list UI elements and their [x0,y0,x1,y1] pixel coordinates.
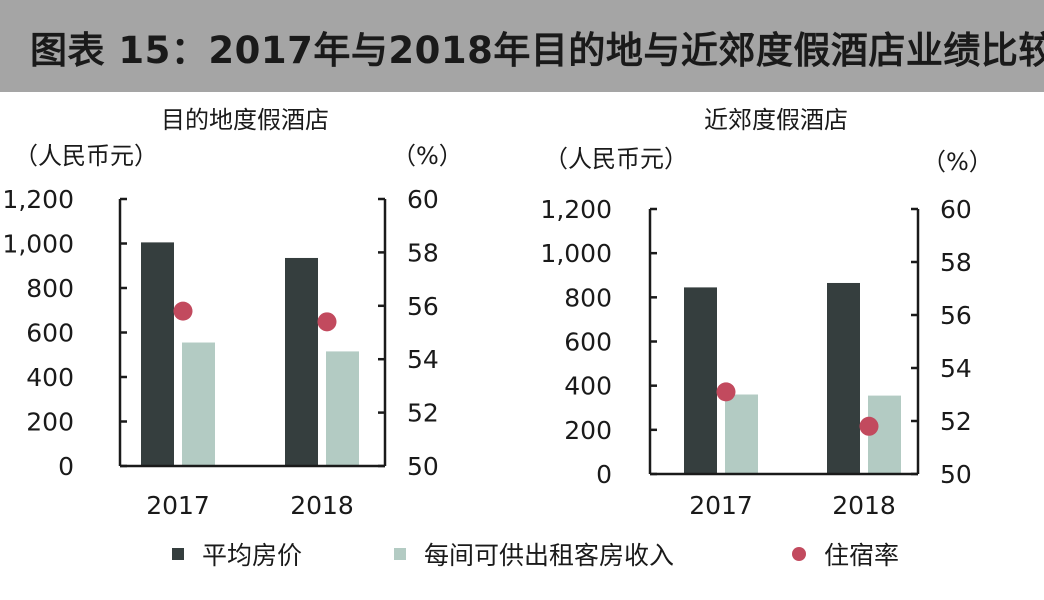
chart1-right-tick-label: 56 [407,292,439,321]
chart1-bar-revpar-2017 [182,342,215,466]
legend-swatch-revpar [394,548,406,560]
chart1-right-tick-label: 50 [407,452,439,481]
chart1-right-tick-label: 60 [407,185,439,214]
chart2-left-axis-label: （人民币元） [544,145,688,173]
chart2-left-tick-label: 800 [564,283,612,312]
chart2-left-tick-label: 1,200 [540,195,612,224]
chart2-bar-adr-2018 [827,282,860,474]
chart2-right-tick-label: 60 [940,195,972,224]
chart1-left-tick-label: 800 [26,274,74,303]
chart1-left-axis-label: （人民币元） [14,142,158,170]
chart1-right-tick-label: 54 [407,345,439,374]
chart1-right-tick-label: 52 [407,399,439,428]
report-header: 图表 15：2017年与2018年目的地与近郊度假酒店业绩比较 [0,0,1044,92]
legend-item-revpar: 每间可供出租客房收入 [394,537,674,571]
chart1-category-label-2017: 2017 [146,491,210,520]
chart2-left-tick-label: 200 [564,416,612,445]
chart2-left-tick-label: 600 [564,328,612,357]
chart1-left-tick-label: 0 [58,452,74,481]
figure-title: 图表 15：2017年与2018年目的地与近郊度假酒店业绩比较 [30,29,1044,72]
legend-dot-occupancy [792,547,806,561]
chart2-right-tick-label: 50 [940,460,972,489]
chart1-bar-adr-2017 [141,242,174,466]
legend-label-occupancy: 住宿率 [824,541,900,570]
chart1-left-tick-label: 400 [26,363,74,392]
chart2-right-tick-label: 58 [940,248,972,277]
chart1-left-tick-label: 1,000 [2,230,74,259]
chart1-bar-adr-2018 [285,257,318,466]
chart1-category-label-2018: 2018 [290,491,354,520]
legend-swatch-adr [172,548,184,560]
chart1-right-axis-label: （%） [392,142,463,170]
chart1-point-occupancy-2018 [317,312,337,332]
chart1-right-tick-label: 58 [407,238,439,267]
chart2-right-axis-label: （%） [922,148,993,176]
chart1-left-tick-label: 1,200 [2,185,74,214]
chart2-right-tick-label: 54 [940,354,972,383]
chart2-title: 近郊度假酒店 [704,106,848,134]
chart1-left-tick-label: 600 [26,319,74,348]
chart1-bar-revpar-2018 [326,351,359,466]
chart2-left-tick-label: 400 [564,372,612,401]
chart2-category-label-2017: 2017 [689,491,753,520]
chart2-bar-revpar-2017 [725,394,758,474]
legend-label-adr: 平均房价 [202,541,303,570]
chart1-title: 目的地度假酒店 [161,106,329,134]
legend-label-revpar: 每间可供出租客房收入 [424,541,675,570]
chart2-right-tick-label: 52 [940,407,972,436]
chart2-category-label-2018: 2018 [832,491,896,520]
chart1-point-occupancy-2017 [173,301,193,321]
chart2-left-tick-label: 0 [596,460,612,489]
chart2-left-tick-label: 1,000 [540,239,612,268]
chart2-right-tick-label: 56 [940,301,972,330]
chart2-point-occupancy-2017 [716,382,736,402]
chart2-bar-adr-2017 [684,287,717,474]
legend-item-adr: 平均房价 [172,537,302,571]
chart1-left-tick-label: 200 [26,408,74,437]
chart2-point-occupancy-2018 [859,416,879,436]
chart2-bar-revpar-2018 [868,395,901,474]
legend-item-occupancy: 住宿率 [792,537,899,571]
